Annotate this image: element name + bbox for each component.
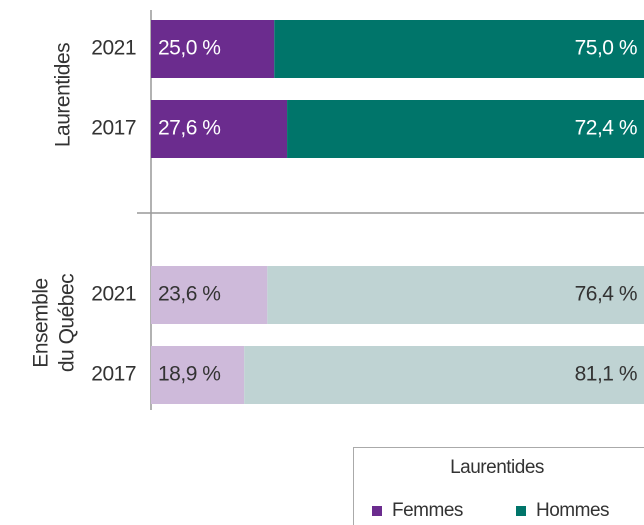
data-label: 81,1 % (575, 363, 637, 386)
bar-segment (267, 266, 644, 324)
data-label: 76,4 % (575, 283, 637, 306)
y-tick-label: 2017 (91, 363, 136, 386)
y-tick-label: 2021 (91, 37, 136, 60)
group-label: Laurentides (52, 43, 75, 147)
legend-box (353, 447, 644, 525)
data-label: 72,4 % (575, 117, 637, 140)
y-tick-label: 2021 (91, 283, 136, 306)
legend-swatch (372, 506, 382, 516)
legend-label: Femmes (392, 500, 463, 521)
bar-segment (151, 20, 275, 78)
data-label: 25,0 % (158, 37, 220, 60)
bar-segment (274, 20, 644, 78)
bar-segment (151, 266, 268, 324)
data-label: 27,6 % (158, 117, 220, 140)
legend-label: Hommes (536, 500, 609, 521)
bar-segment (151, 346, 245, 404)
y-tick-label: 2017 (91, 117, 136, 140)
bar-segment (287, 100, 644, 158)
bar-segment (151, 100, 288, 158)
data-label: 23,6 % (158, 283, 220, 306)
group-label: du Québec (56, 274, 79, 372)
data-label: 75,0 % (575, 37, 637, 60)
legend-title: Laurentides (450, 457, 544, 478)
data-label: 18,9 % (158, 363, 220, 386)
group-label: Ensemble (30, 278, 53, 367)
legend-swatch (516, 506, 526, 516)
bar-segment (244, 346, 644, 404)
